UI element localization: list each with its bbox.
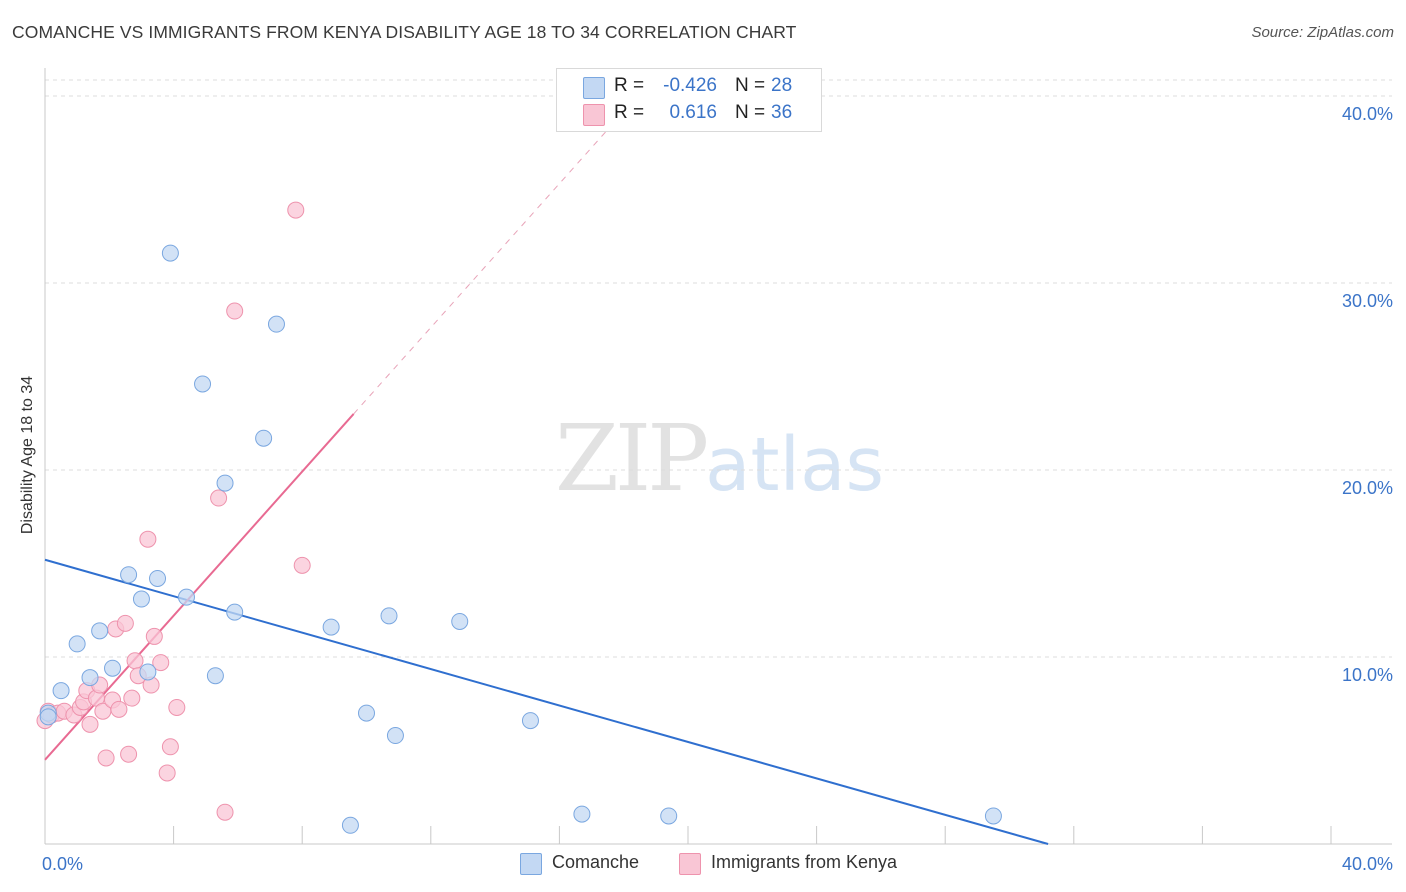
- data-point-comanche: [161, 244, 179, 262]
- data-point-kenya: [158, 764, 176, 782]
- bottom-legend-label-kenya: Immigrants from Kenya: [711, 852, 898, 872]
- legend-n-value: 28: [771, 75, 793, 96]
- data-point-comanche: [194, 375, 212, 393]
- data-point-comanche: [216, 474, 234, 492]
- data-point-comanche: [451, 612, 469, 630]
- data-point-comanche: [322, 618, 340, 636]
- data-point-kenya: [226, 302, 244, 320]
- data-point-kenya: [161, 738, 179, 756]
- data-point-kenya: [210, 489, 228, 507]
- data-point-kenya: [120, 745, 138, 763]
- data-point-kenya: [168, 698, 186, 716]
- trend-lines: [44, 129, 1049, 845]
- data-point-kenya: [123, 689, 141, 707]
- data-point-kenya: [81, 715, 99, 733]
- data-point-comanche: [573, 805, 591, 823]
- data-point-comanche: [177, 588, 195, 606]
- x-tick-label: 0.0%: [42, 854, 83, 874]
- y-tick-labels: 10.0% 20.0% 30.0% 40.0%: [1342, 104, 1393, 685]
- data-point-comanche: [39, 708, 57, 726]
- trend-extension-kenya: [353, 129, 608, 415]
- data-point-kenya: [152, 654, 170, 672]
- data-point-kenya: [145, 627, 163, 645]
- data-point-kenya: [293, 556, 311, 574]
- data-point-comanche: [68, 635, 86, 653]
- legend-n-label: N =: [735, 102, 766, 123]
- data-point-kenya: [110, 700, 128, 718]
- x-tick-labels: 0.0% 40.0%: [42, 854, 1393, 874]
- data-point-comanche: [132, 590, 150, 608]
- watermark-atlas: atlas: [705, 422, 884, 508]
- x-tick-label: 40.0%: [1342, 854, 1393, 874]
- data-point-comanche: [521, 712, 539, 730]
- bottom-legend-swatch-comanche: [520, 853, 542, 875]
- legend-r-label: R =: [614, 102, 645, 123]
- y-tick-label: 30.0%: [1342, 291, 1393, 311]
- trend-line-kenya: [44, 413, 355, 761]
- data-point-comanche: [52, 682, 70, 700]
- trend-line-comanche: [44, 558, 1049, 845]
- data-point-comanche: [91, 622, 109, 640]
- chart-title: COMANCHE VS IMMIGRANTS FROM KENYA DISABI…: [12, 22, 797, 42]
- data-point-comanche: [149, 569, 167, 587]
- data-point-comanche: [120, 566, 138, 584]
- data-point-kenya: [97, 749, 115, 767]
- y-tick-label: 40.0%: [1342, 104, 1393, 124]
- data-point-comanche: [386, 727, 404, 745]
- legend-r-value: -0.426: [663, 75, 717, 96]
- legend-r-value: 0.616: [669, 102, 717, 123]
- data-point-comanche: [255, 429, 273, 447]
- bottom-legend-label-comanche: Comanche: [552, 852, 640, 872]
- data-point-comanche: [226, 603, 244, 621]
- y-tick-label: 10.0%: [1342, 665, 1393, 685]
- watermark: ZIPatlas: [555, 405, 884, 512]
- data-point-comanche: [139, 663, 157, 681]
- data-point-comanche: [358, 704, 375, 722]
- legend-swatch-kenya: [583, 104, 605, 126]
- data-point-comanche: [984, 807, 1002, 825]
- legend-n-label: N =: [735, 75, 766, 96]
- data-point-comanche: [267, 315, 285, 333]
- axes: [44, 68, 1392, 845]
- x-ticks: [44, 826, 1332, 844]
- watermark-zip: ZIP: [555, 405, 709, 512]
- grid-lines: [45, 79, 1392, 658]
- data-point-comanche: [206, 667, 224, 685]
- data-point-kenya: [287, 201, 305, 219]
- data-point-comanche: [104, 659, 122, 677]
- legend-r-label: R =: [614, 75, 645, 96]
- legend-n-value: 36: [771, 102, 793, 123]
- data-point-comanche: [341, 816, 359, 834]
- legend-swatch-comanche: [583, 77, 605, 99]
- correlation-legend: R = -0.426 N = 28 R = 0.616 N = 36: [556, 68, 822, 132]
- data-point-kenya: [116, 614, 134, 632]
- data-point-kenya: [139, 530, 157, 548]
- source-label: Source: ZipAtlas.com: [1251, 24, 1394, 41]
- data-point-kenya: [216, 803, 234, 821]
- y-tick-label: 20.0%: [1342, 478, 1393, 498]
- data-point-comanche: [81, 669, 99, 687]
- data-point-comanche: [380, 607, 398, 625]
- data-point-kenya: [126, 652, 144, 670]
- bottom-legend-swatch-kenya: [679, 853, 701, 875]
- data-point-comanche: [660, 807, 678, 825]
- data-points: [36, 201, 1002, 834]
